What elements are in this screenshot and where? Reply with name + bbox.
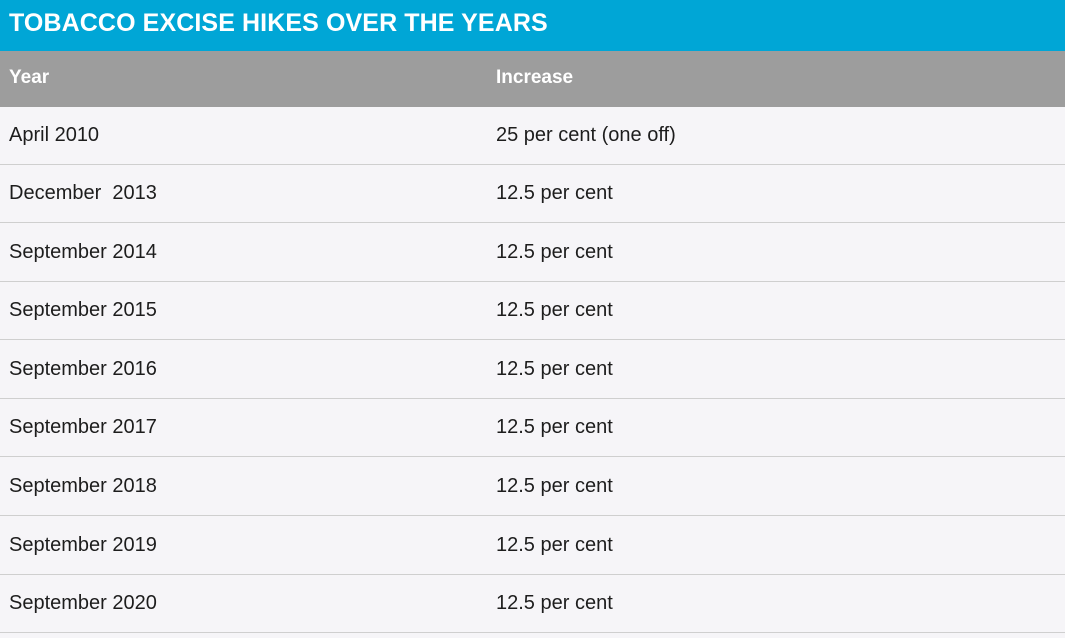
cell-increase: 12.5 per cent	[496, 534, 613, 556]
column-header-year: Year	[9, 67, 50, 88]
table-header-row: Year Increase	[0, 51, 1065, 107]
cell-year: April 2010	[9, 124, 100, 146]
table-row: December 2013 12.5 per cent	[0, 165, 1065, 223]
cell-increase: 12.5 per cent	[496, 241, 613, 263]
column-header-increase: Increase	[496, 67, 574, 88]
cell-year: September 2016	[9, 358, 157, 380]
cell-year: September 2015	[9, 299, 157, 321]
cell-year: September 2017	[9, 416, 157, 438]
cell-increase: 12.5 per cent	[496, 182, 613, 204]
title-bar: TOBACCO EXCISE HIKES OVER THE YEARS	[0, 0, 1065, 51]
cell-year: September 2019	[9, 534, 157, 556]
table-row: September 2015 12.5 per cent	[0, 282, 1065, 340]
table-row: September 2016 12.5 per cent	[0, 341, 1065, 399]
table-title: TOBACCO EXCISE HIKES OVER THE YEARS	[9, 9, 548, 37]
table-row: April 2010 25 per cent (one off)	[0, 107, 1065, 165]
cell-increase: 12.5 per cent	[496, 475, 613, 497]
table-row: September 2018 12.5 per cent	[0, 458, 1065, 516]
table-row: September 2019 12.5 per cent	[0, 517, 1065, 575]
cell-year: September 2020	[9, 592, 157, 614]
table-row: September 2014 12.5 per cent	[0, 224, 1065, 282]
table-row: September 2020 12.5 per cent	[0, 575, 1065, 633]
cell-increase: 12.5 per cent	[496, 592, 613, 614]
cell-increase: 12.5 per cent	[496, 299, 613, 321]
cell-year: September 2018	[9, 475, 157, 497]
table-row: September 2017 12.5 per cent	[0, 399, 1065, 457]
cell-year: December 2013	[9, 182, 157, 204]
cell-increase: 25 per cent (one off)	[496, 124, 676, 146]
cell-year: September 2014	[9, 241, 157, 263]
cell-increase: 12.5 per cent	[496, 416, 613, 438]
cell-increase: 12.5 per cent	[496, 358, 613, 380]
